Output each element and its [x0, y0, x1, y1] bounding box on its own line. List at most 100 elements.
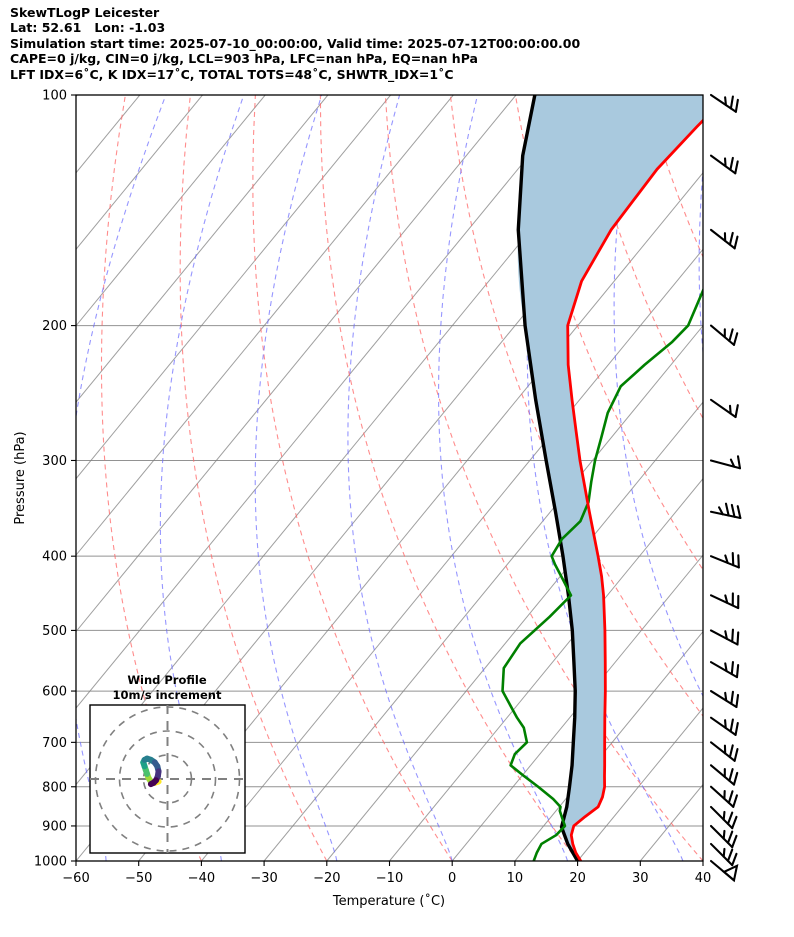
- y-axis-ticks: 100 200 300 400 500 600 700 800 900 1000: [34, 89, 76, 870]
- barb-full: [726, 830, 734, 844]
- wind-barb: [709, 154, 739, 175]
- barb-full: [731, 815, 738, 830]
- mixing-ratio-line: [782, 95, 794, 861]
- dry-adiabat-line: [514, 95, 703, 571]
- barb-full: [735, 664, 740, 679]
- wind-barb: [709, 592, 740, 610]
- barb-half: [724, 96, 727, 107]
- header-latlon: Lat: 52.61 Lon: -1.03: [10, 20, 166, 36]
- dry-adiabat-line: [710, 95, 794, 861]
- sounding-layer: [501, 95, 703, 861]
- isotherm-line: [76, 95, 517, 633]
- barb-full: [729, 718, 734, 733]
- x-axis-label: Temperature (˚C): [332, 893, 445, 909]
- x-tick-label: −50: [125, 871, 152, 886]
- x-tick-label: −40: [188, 871, 215, 886]
- barb-half: [724, 691, 728, 702]
- wind-barb: [709, 324, 739, 346]
- isotherm-line: [201, 248, 703, 861]
- mixing-ratio-line: [347, 95, 453, 861]
- dry-adiabat-line: [775, 95, 794, 861]
- y-tick-label: 800: [42, 780, 67, 795]
- x-tick-label: 30: [632, 871, 649, 886]
- mixing-ratio-line: [438, 95, 569, 861]
- barb-full: [735, 693, 740, 709]
- barb-pennant: [722, 863, 739, 883]
- y-tick-label: 1000: [34, 855, 67, 870]
- barb-half: [724, 662, 728, 673]
- wind-barb: [709, 764, 739, 786]
- barb-full: [734, 404, 739, 419]
- mixing-ratio-line: [698, 163, 703, 359]
- barb-full: [734, 160, 739, 175]
- wind-barb: [709, 741, 739, 762]
- x-tick-label: −30: [250, 871, 277, 886]
- barb-full: [734, 98, 739, 113]
- header-cape-line: CAPE=0 j/kg, CIN=0 j/kg, LCL=903 hPa, LF…: [10, 51, 478, 67]
- barb-full: [732, 794, 738, 808]
- barb-full: [728, 231, 734, 246]
- header-indices: LFT IDX=6˚C, K IDX=17˚C, TOTAL TOTS=48˚C…: [10, 66, 454, 82]
- isotherm-line: [514, 630, 703, 861]
- barb-half: [724, 554, 729, 564]
- inset-title-line1: Wind Profile: [127, 673, 207, 687]
- y-axis-label: Pressure (hPa): [13, 431, 28, 524]
- mixing-ratio-line: [254, 95, 338, 861]
- dry-adiabat-line: [319, 95, 579, 861]
- x-tick-label: 20: [569, 871, 586, 886]
- barb-full: [736, 631, 740, 646]
- x-tick-label: −60: [62, 871, 89, 886]
- barb-full: [724, 502, 730, 517]
- y-tick-label: 500: [42, 624, 67, 639]
- barb-full: [731, 628, 734, 643]
- isotherm-line: [76, 95, 329, 404]
- barb-full: [731, 552, 735, 567]
- wind-barb: [709, 93, 739, 113]
- barb-full: [733, 748, 739, 762]
- barb-full: [733, 235, 739, 250]
- barb-half: [728, 404, 732, 415]
- isotherm-line: [76, 95, 203, 251]
- isotherm-line: [76, 95, 580, 709]
- barb-half: [729, 458, 736, 468]
- barb-shaft: [709, 398, 737, 419]
- parcel-trace: [516, 95, 580, 861]
- barb-full: [731, 834, 738, 849]
- barb-half: [722, 810, 726, 821]
- barb-full: [728, 744, 734, 759]
- wind-barb: [709, 628, 740, 646]
- x-tick-label: −20: [313, 871, 340, 886]
- wind-barb: [709, 824, 738, 849]
- barb-full: [726, 811, 734, 825]
- barb-full: [734, 721, 739, 736]
- barb-full: [731, 852, 738, 867]
- wind-barb: [709, 398, 739, 419]
- x-tick-label: 40: [695, 871, 712, 886]
- wind-barb: [709, 502, 742, 520]
- wind-barb: [709, 228, 739, 250]
- isotherm-line: [389, 477, 703, 861]
- wind-barb: [709, 690, 740, 709]
- barb-full: [730, 503, 736, 518]
- y-tick-label: 200: [42, 319, 67, 334]
- y-tick-label: 700: [42, 736, 67, 751]
- isotherm-line: [577, 707, 703, 861]
- barb-full: [730, 690, 734, 705]
- isotherm-line: [766, 95, 794, 861]
- header-times: Simulation start time: 2025-07-10_00:00:…: [10, 35, 581, 51]
- x-axis-ticks: −60 −50 −40 −30 −20 −10 0 10 20 30 40: [62, 861, 711, 886]
- cape-shading-area: [517, 95, 703, 861]
- isotherm-line: [76, 95, 266, 327]
- wind-barb-column: [709, 93, 742, 883]
- wind-profile-inset: Wind Profile 10m/s increment: [89, 673, 246, 854]
- barb-full: [732, 771, 739, 786]
- dry-adiabat-line: [579, 95, 703, 420]
- hodograph-ring: [118, 730, 217, 828]
- header-block: SkewTLogP Leicester Lat: 52.61 Lon: -1.0…: [10, 5, 710, 82]
- barb-half: [718, 506, 724, 516]
- barb-shaft: [709, 842, 734, 867]
- barb-full: [728, 768, 734, 782]
- isotherm-line: [451, 554, 703, 861]
- y-tick-label: 600: [42, 685, 67, 700]
